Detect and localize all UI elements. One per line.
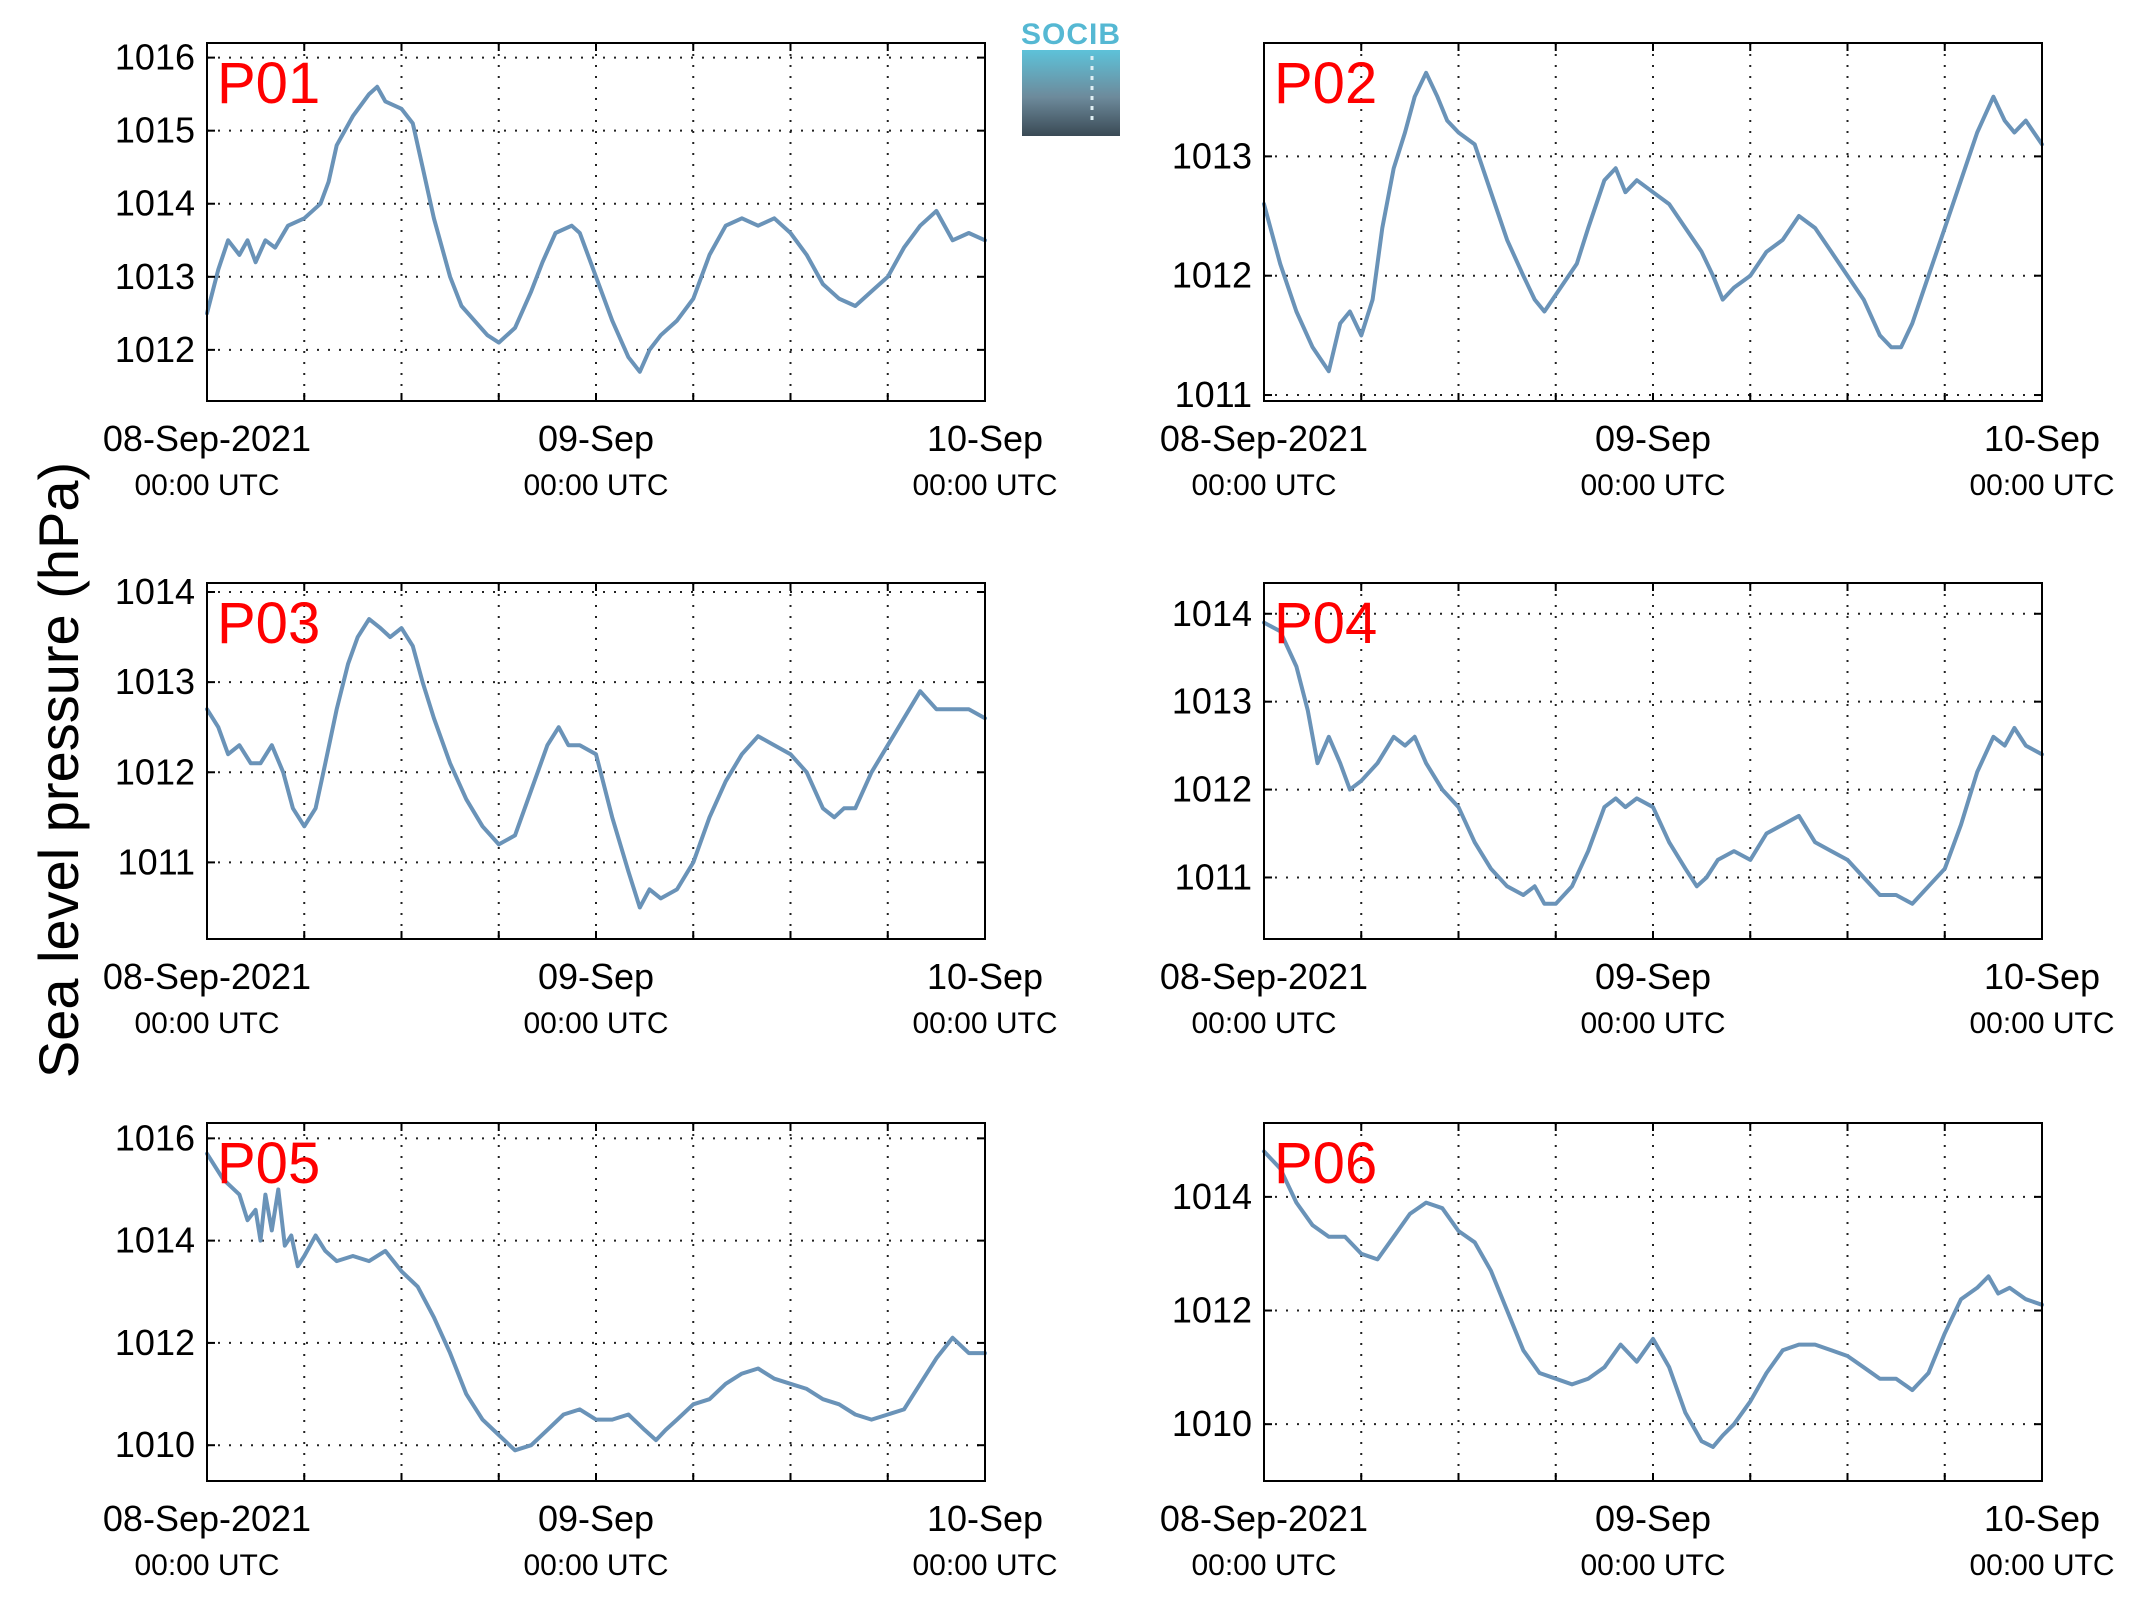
y-tick-label: 1016 bbox=[115, 1117, 195, 1158]
panel-p05: 1010 1012 1014 1016 08-Sep-2021 00:00 UTC 09-S… bbox=[103, 1117, 1058, 1582]
x-tick-label: 09-Sep bbox=[1595, 1498, 1711, 1539]
x-tick-label: 09-Sep bbox=[538, 1498, 654, 1539]
y-tick-label: 1014 bbox=[115, 1220, 195, 1261]
y-tick-label: 1011 bbox=[1175, 856, 1252, 897]
axes-frame bbox=[1263, 1122, 2043, 1482]
y-tick-label: 1013 bbox=[1172, 135, 1252, 176]
panel-p01: 1012 1013 1014 1015 1016 08-Sep-2021 00:00 UTC… bbox=[103, 37, 1058, 502]
x-tick-sublabel: 00:00 UTC bbox=[912, 1007, 1057, 1040]
x-tick-sublabel: 00:00 UTC bbox=[1191, 1549, 1336, 1582]
x-tick-sublabel: 00:00 UTC bbox=[1191, 1007, 1336, 1040]
y-tick-label: 1013 bbox=[1172, 681, 1252, 722]
y-tick-label: 1010 bbox=[115, 1424, 195, 1465]
y-axis-label: Sea level pressure (hPa) bbox=[27, 462, 90, 1078]
y-tick-label: 1013 bbox=[115, 256, 195, 297]
x-tick-sublabel: 00:00 UTC bbox=[1969, 1549, 2114, 1582]
x-tick-label: 09-Sep bbox=[538, 418, 654, 459]
x-tick-label: 10-Sep bbox=[927, 418, 1043, 459]
y-tick-label: 1013 bbox=[115, 661, 195, 702]
panel-label: P04 bbox=[1274, 591, 1377, 656]
y-tick-label: 1014 bbox=[1172, 1176, 1252, 1217]
panel-label: P02 bbox=[1274, 51, 1377, 116]
x-tick-sublabel: 00:00 UTC bbox=[1580, 1549, 1725, 1582]
x-tick-sublabel: 00:00 UTC bbox=[1580, 1007, 1725, 1040]
x-tick-sublabel: 00:00 UTC bbox=[134, 469, 279, 502]
x-tick-sublabel: 00:00 UTC bbox=[912, 469, 1057, 502]
axes-frame bbox=[1263, 42, 2043, 402]
x-tick-label: 08-Sep-2021 bbox=[103, 956, 311, 997]
y-tick-label: 1012 bbox=[1172, 769, 1252, 810]
x-tick-sublabel: 00:00 UTC bbox=[1191, 469, 1336, 502]
panel-p04: 1011 1012 1013 1014 08-Sep-2021 00:00 UTC 09-S… bbox=[1160, 582, 2115, 1040]
panels: 1012 1013 1014 1015 1016 08-Sep-2021 00:00 UTC… bbox=[103, 37, 2115, 1582]
panel-label: P01 bbox=[217, 51, 320, 116]
x-tick-sublabel: 00:00 UTC bbox=[523, 1007, 668, 1040]
y-tick-label: 1011 bbox=[1175, 374, 1252, 415]
series-line-p02 bbox=[1262, 70, 2044, 374]
socib-logo: SOCIB bbox=[1021, 18, 1121, 136]
panel-label: P06 bbox=[1274, 1131, 1377, 1196]
panel-p06: 1010 1012 1014 08-Sep-2021 00:00 UTC 09-Sep 00… bbox=[1160, 1122, 2115, 1582]
x-tick-label: 08-Sep-2021 bbox=[103, 1498, 311, 1539]
x-tick-label: 09-Sep bbox=[1595, 956, 1711, 997]
series-line-p01 bbox=[205, 84, 987, 374]
x-tick-sublabel: 00:00 UTC bbox=[134, 1007, 279, 1040]
panel-p02: 1011 1012 1013 08-Sep-2021 00:00 UTC 09-Sep 00… bbox=[1160, 42, 2115, 502]
x-tick-label: 10-Sep bbox=[927, 1498, 1043, 1539]
x-tick-sublabel: 00:00 UTC bbox=[523, 1549, 668, 1582]
x-tick-label: 08-Sep-2021 bbox=[1160, 418, 1368, 459]
x-tick-sublabel: 00:00 UTC bbox=[1969, 1007, 2114, 1040]
panel-label: P03 bbox=[217, 591, 320, 656]
series-line-p06 bbox=[1262, 1149, 2044, 1449]
axes-frame bbox=[206, 42, 986, 402]
y-tick-label: 1011 bbox=[118, 841, 195, 882]
y-tick-label: 1012 bbox=[115, 751, 195, 792]
x-tick-label: 08-Sep-2021 bbox=[103, 418, 311, 459]
x-tick-label: 09-Sep bbox=[1595, 418, 1711, 459]
x-tick-label: 08-Sep-2021 bbox=[1160, 956, 1368, 997]
x-tick-sublabel: 00:00 UTC bbox=[1580, 469, 1725, 502]
x-tick-label: 10-Sep bbox=[1984, 956, 2100, 997]
x-tick-label: 08-Sep-2021 bbox=[1160, 1498, 1368, 1539]
series-line-p05 bbox=[205, 1151, 987, 1453]
series-line-p03 bbox=[205, 617, 987, 910]
series-line-p04 bbox=[1262, 620, 2044, 906]
panel-p03: 1011 1012 1013 1014 08-Sep-2021 00:00 UTC 09-S… bbox=[103, 571, 1058, 1040]
x-tick-label: 10-Sep bbox=[927, 956, 1043, 997]
y-tick-label: 1012 bbox=[115, 329, 195, 370]
panel-label: P05 bbox=[217, 1131, 320, 1196]
y-tick-label: 1010 bbox=[1172, 1403, 1252, 1444]
x-tick-label: 10-Sep bbox=[1984, 418, 2100, 459]
y-tick-label: 1012 bbox=[1172, 1290, 1252, 1331]
x-tick-sublabel: 00:00 UTC bbox=[912, 1549, 1057, 1582]
y-tick-label: 1012 bbox=[115, 1322, 195, 1363]
x-tick-label: 10-Sep bbox=[1984, 1498, 2100, 1539]
x-tick-sublabel: 00:00 UTC bbox=[1969, 469, 2114, 502]
x-tick-sublabel: 00:00 UTC bbox=[134, 1549, 279, 1582]
y-tick-label: 1014 bbox=[1172, 593, 1252, 634]
y-tick-label: 1012 bbox=[1172, 255, 1252, 296]
logo-mark bbox=[1022, 50, 1120, 136]
y-tick-label: 1015 bbox=[115, 110, 195, 151]
x-tick-sublabel: 00:00 UTC bbox=[523, 469, 668, 502]
x-tick-label: 09-Sep bbox=[538, 956, 654, 997]
logo-text: SOCIB bbox=[1021, 18, 1121, 51]
y-tick-label: 1014 bbox=[115, 183, 195, 224]
y-tick-label: 1014 bbox=[115, 571, 195, 612]
axes-frame bbox=[206, 1122, 986, 1482]
y-tick-label: 1016 bbox=[115, 37, 195, 78]
